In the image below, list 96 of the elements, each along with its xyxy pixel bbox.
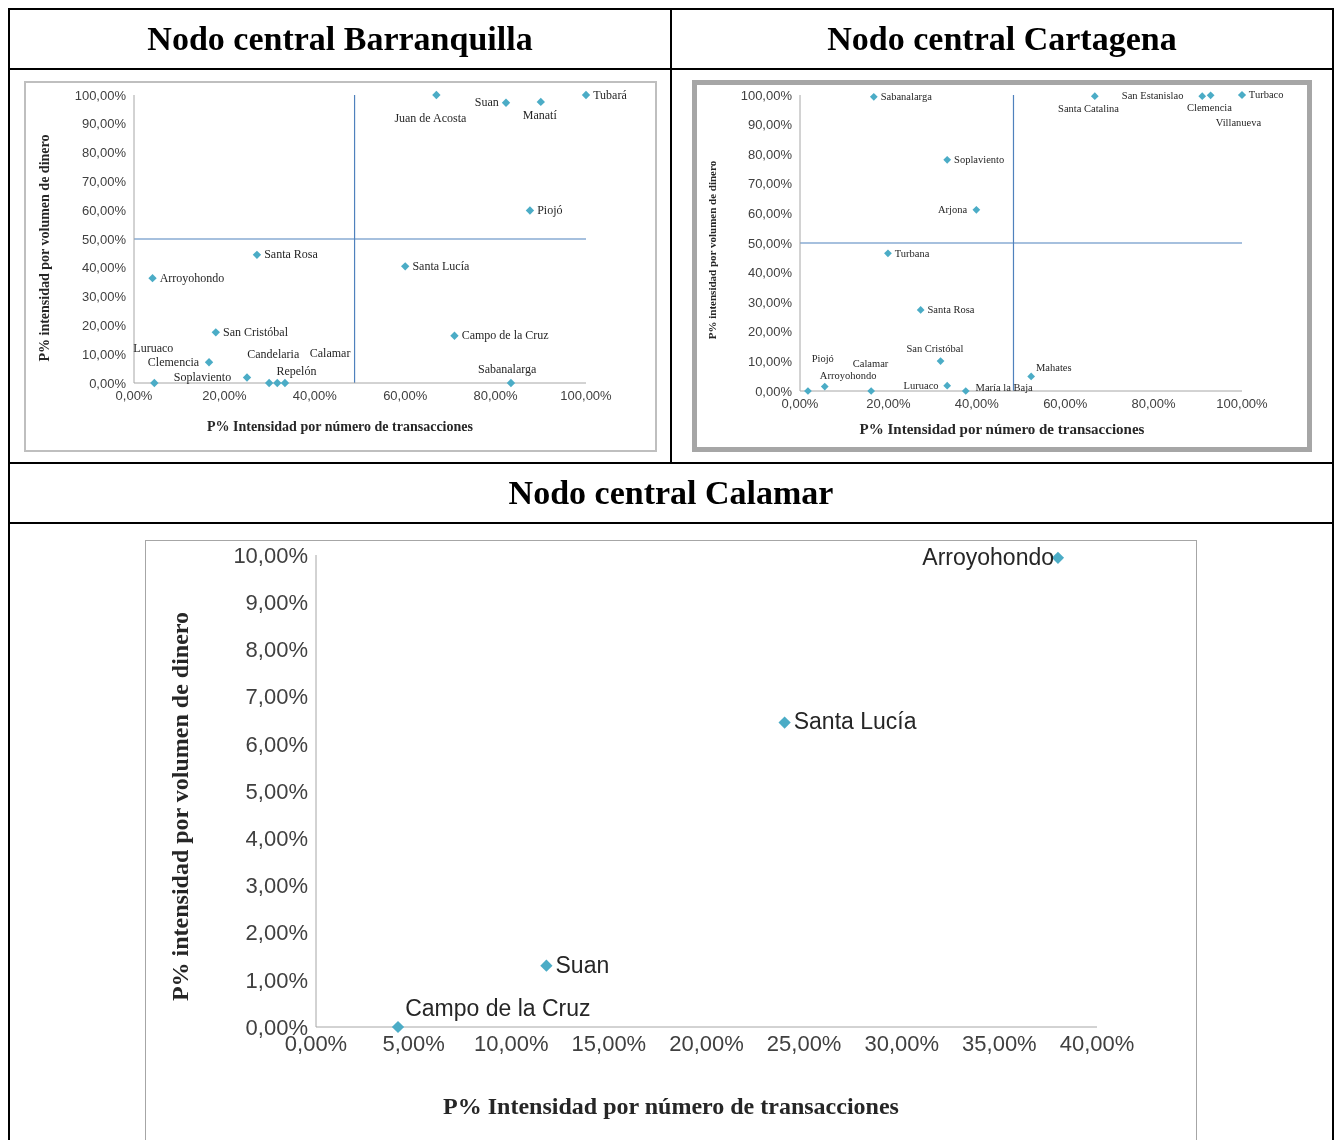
x-tick-label: 100,00% [560,387,613,403]
y-axis-title: P% intensidad por volumen de dinero [706,160,718,340]
data-label: Arroyohondo [819,369,876,381]
x-tick-label: 60,00% [383,387,428,403]
y-tick-label: 50,00% [81,231,127,247]
data-label: Luruaco [133,340,174,355]
y-tick-label: 100,00% [740,87,792,103]
y-tick-label: 60,00% [747,206,792,222]
data-label: Sabanalarga [477,361,538,376]
data-label: Juan de Acosta [394,110,468,125]
data-label: Manatí [522,107,558,122]
x-axis-title: P% Intensidad por número de transacciones [207,418,473,435]
x-tick-label: 30,00% [864,1030,940,1056]
x-tick-label: 0,00% [781,396,819,412]
chart-title: Nodo central Cartagena [672,10,1332,70]
x-tick-label: 5,00% [382,1030,445,1056]
y-tick-label: 90,00% [747,117,792,133]
x-tick-label: 100,00% [1215,396,1268,412]
x-tick-label: 20,00% [202,387,247,403]
y-tick-label: 30,00% [81,288,127,304]
y-tick-label: 50,00% [747,235,792,251]
chart-title: Nodo central Barranquilla [10,10,670,70]
x-tick-label: 35,00% [962,1030,1037,1056]
data-label: Villanueva [1215,116,1262,128]
data-label: Candelaria [247,346,300,361]
y-tick-label: 8,00% [245,637,308,663]
y-tick-label: 1,00% [245,967,308,993]
data-label: Calamar [852,357,889,369]
y-tick-label: 100,00% [74,87,127,103]
data-label: Repelón [276,363,317,378]
data-label: Turbaco [1248,89,1283,101]
y-tick-label: 80,00% [747,146,792,162]
y-tick-label: 2,00% [245,920,308,946]
y-tick-label: 10,00% [747,354,792,370]
x-tick-label: 15,00% [571,1030,647,1056]
data-label: Soplaviento [173,369,232,384]
y-tick-label: 80,00% [81,144,127,160]
x-tick-label: 80,00% [473,387,519,403]
y-axis-title: P% intensidad por volumen de dinero [167,611,195,1001]
x-tick-label: 40,00% [292,387,338,403]
y-tick-label: 70,00% [747,176,792,192]
data-label: Turbana [894,247,930,259]
y-tick-label: 40,00% [747,265,792,281]
data-label: Campo de la Cruz [405,995,591,1022]
data-label: Luruaco [903,379,939,391]
data-label: Campo de la Cruz [461,327,549,342]
data-label: San Cristóbal [223,324,289,339]
y-tick-label: 10,00% [233,542,308,568]
data-label: Arroyohondo [159,270,225,285]
x-tick-label: 10,00% [473,1030,549,1056]
data-label: Piojó [537,202,563,217]
y-tick-label: 90,00% [81,115,127,131]
x-axis-title: P% Intensidad por número de transacciones [859,421,1145,438]
data-label: Santa Lucía [412,258,471,273]
data-label: Mahates [1035,362,1072,373]
data-label: Santa Catalina [1057,102,1119,114]
y-axis-title: P% intensidad por volumen de dinero [37,133,53,362]
data-label: Santa Rosa [264,246,319,261]
data-label: Suan [474,94,499,109]
data-label: Tubará [593,87,628,102]
chart-title: Nodo central Calamar [10,464,1332,524]
x-tick-label: 40,00% [954,396,999,412]
y-tick-label: 4,00% [245,826,308,852]
data-label: Clemencia [147,354,200,369]
x-tick-label: 25,00% [766,1030,842,1056]
data-label: Arroyohondo [922,543,1055,570]
x-tick-label: 60,00% [1042,396,1088,412]
y-tick-label: 6,00% [245,731,308,757]
x-tick-label: 20,00% [669,1030,744,1056]
data-label: Arjona [937,204,967,215]
y-tick-label: 70,00% [81,173,127,189]
data-label: Clemencia [1186,102,1232,114]
y-tick-label: 20,00% [747,324,792,340]
data-label: Santa Rosa [927,304,975,316]
x-tick-label: 20,00% [865,396,911,412]
y-tick-label: 10,00% [81,346,127,362]
y-tick-label: 60,00% [81,202,127,218]
data-label: Piojó [811,353,834,365]
y-tick-label: 30,00% [747,294,792,310]
data-label: María la Baja [975,382,1033,394]
y-tick-label: 7,00% [245,684,308,710]
y-tick-label: 9,00% [245,590,308,616]
x-tick-label: 40,00% [1059,1030,1135,1056]
data-label: Sabanalarga [880,90,932,102]
data-label: Calamar [309,345,351,360]
y-tick-label: 20,00% [81,317,127,333]
y-tick-label: 5,00% [245,778,308,804]
y-tick-label: 3,00% [245,873,308,899]
data-label: San Estanislao [1121,90,1183,102]
x-tick-label: 80,00% [1131,396,1176,412]
y-tick-label: 40,00% [81,259,127,275]
data-label: Suan [555,951,610,978]
data-label: San Cristóbal [905,342,963,354]
data-label: Santa Lucía [793,708,917,735]
data-label: Soplaviento [953,153,1004,165]
x-axis-title: P% Intensidad por número de transacciones [443,1093,899,1120]
